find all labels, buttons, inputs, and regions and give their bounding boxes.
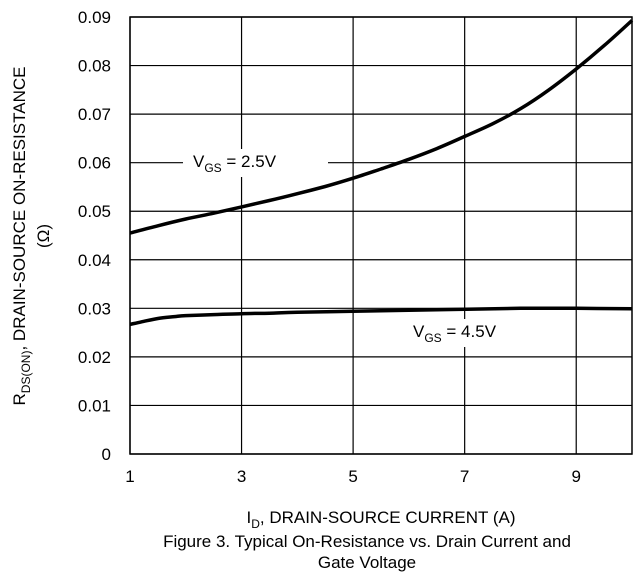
series-vgs-2-5v-line <box>129 19 634 235</box>
figure-caption-line-1: Figure 3. Typical On-Resistance vs. Drai… <box>163 532 571 551</box>
plot-frame <box>129 16 633 455</box>
x-tick-label: 1 <box>125 467 134 486</box>
series-vgs-4-5v-line <box>129 306 633 327</box>
y-tick-label: 0.04 <box>78 251 111 270</box>
series-label-background <box>405 319 530 347</box>
x-axis-title: ID, DRAIN-SOURCE CURRENT (A) <box>246 508 515 531</box>
y-tick-label: 0.07 <box>78 105 111 124</box>
y-tick-label: 0.02 <box>78 348 111 367</box>
series-label-vgs-2-5v: VGS = 2.5V <box>193 152 277 175</box>
y-tick-label: 0.01 <box>78 396 111 415</box>
y-tick-label: 0.09 <box>78 8 111 27</box>
series-label-vgs-4-5v: VGS = 4.5V <box>413 322 497 345</box>
y-tick-label: 0.05 <box>78 202 111 221</box>
series-labels: VGS = 2.5V VGS = 4.5V <box>183 149 530 347</box>
x-tick-label: 9 <box>571 467 580 486</box>
y-tick-labels: 0 0.01 0.02 0.03 0.04 0.05 0.06 0.07 0.08 0.09 <box>78 8 111 464</box>
series-label-background <box>183 149 328 177</box>
x-tick-label: 7 <box>460 467 469 486</box>
x-tick-label: 5 <box>348 467 357 486</box>
y-tick-label: 0.03 <box>78 299 111 318</box>
y-tick-label: 0 <box>102 445 111 464</box>
series-layer <box>129 19 634 327</box>
x-tick-label: 3 <box>237 467 246 486</box>
y-axis-unit: (Ω) <box>34 224 53 248</box>
y-axis-title: RDS(ON), DRAIN-SOURCE ON-RESISTANCE <box>10 67 33 406</box>
y-tick-label: 0.08 <box>78 57 111 76</box>
figure-caption-line-2: Gate Voltage <box>317 553 417 572</box>
y-tick-label: 0.06 <box>78 154 111 173</box>
x-tick-labels: 1 3 5 7 9 <box>125 467 581 486</box>
